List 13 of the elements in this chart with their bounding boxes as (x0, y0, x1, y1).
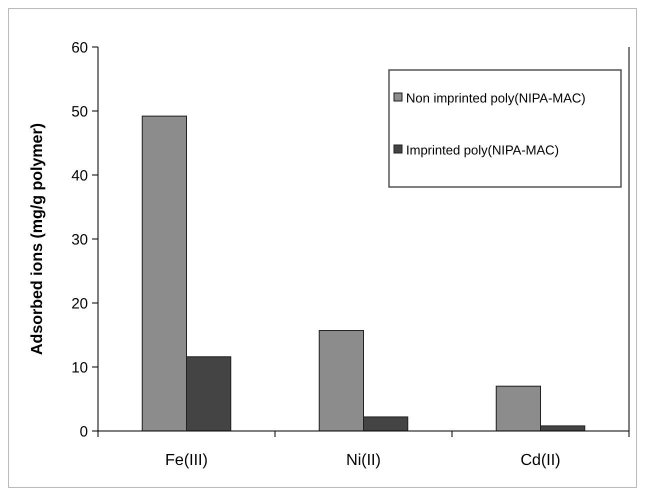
y-tick-label: 60 (71, 39, 88, 56)
y-tick-label: 50 (71, 103, 88, 120)
y-tick-label: 10 (71, 359, 88, 376)
y-tick-label: 40 (71, 167, 88, 184)
x-tick-label: Cd(II) (520, 452, 560, 469)
x-tick-label: Ni(II) (346, 452, 381, 469)
y-tick-label: 30 (71, 231, 88, 248)
y-tick-label: 0 (80, 423, 88, 440)
legend-label: Imprinted poly(NIPA-MAC) (406, 142, 559, 158)
y-axis-title: Adsorbed ions (mg/g polymer) (29, 122, 46, 356)
y-tick-label: 20 (71, 295, 88, 312)
legend-label: Non imprinted poly(NIPA-MAC) (406, 90, 586, 106)
x-tick-label: Fe(III) (165, 452, 208, 469)
